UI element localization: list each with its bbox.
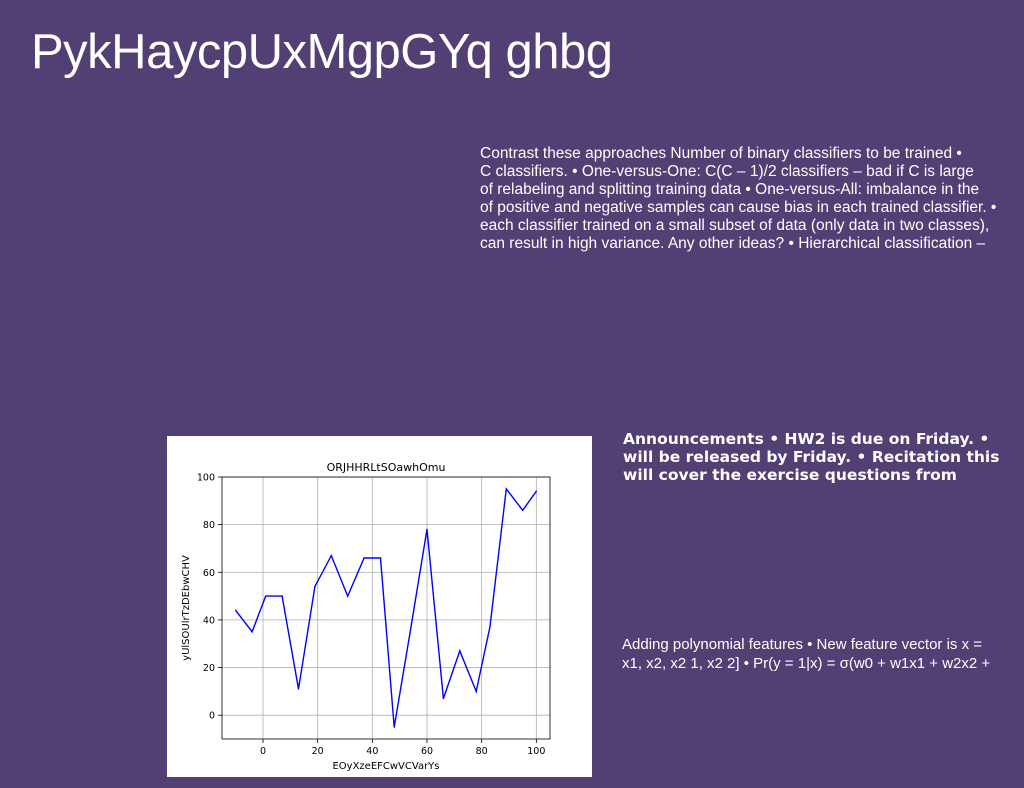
y-axis-label: yUlSOUlrTzDEbwCHV <box>181 555 192 661</box>
text-line: will be released by Friday. • Recitation… <box>623 448 1000 466</box>
data-point <box>535 490 538 492</box>
data-point <box>459 650 461 652</box>
text-line: x1, x2, x2 1, x2 2] • Pr(y = 1|x) = σ(w0… <box>622 655 991 672</box>
y-tick-label: 100 <box>197 473 215 484</box>
x-tick-label: 60 <box>421 746 433 757</box>
data-point <box>363 557 365 559</box>
data-point <box>265 595 267 597</box>
text-line: each classifier trained on a small subse… <box>480 217 990 234</box>
data-point <box>297 688 300 690</box>
text-line: of relabeling and splitting training dat… <box>480 181 980 198</box>
line-chart: 0 20 40 60 80 100 0 20 40 60 80 100 ORJHHRLtSOawhOmu… <box>181 461 551 772</box>
x-axis-label: EOyXzeEFCwVCVarYs <box>332 761 439 772</box>
text-block-polynomial: Adding polynomial features • New feature… <box>622 635 990 673</box>
x-tick-label: 100 <box>527 746 545 757</box>
data-point <box>505 488 507 490</box>
x-tick-label: 0 <box>260 746 266 757</box>
chart-panel: 0 20 40 60 80 100 0 20 40 60 80 100 ORJHHRLtSOawhOmu… <box>167 436 592 777</box>
y-tick-label: 40 <box>203 615 215 626</box>
data-point <box>442 697 445 700</box>
slide-title: PykHaycpUxMgpGYq ghbg <box>31 25 613 79</box>
data-point <box>347 595 349 597</box>
x-tick-label: 20 <box>312 746 324 757</box>
data-point <box>475 690 477 693</box>
text-line: Contrast these approaches Number of bina… <box>480 145 962 162</box>
data-point <box>521 509 524 512</box>
text-block-announcements: Announcements • HW2 is due on Friday. • … <box>623 430 999 484</box>
data-point <box>330 554 333 557</box>
data-point <box>489 626 491 628</box>
y-tick-label: 80 <box>203 520 215 531</box>
text-line: of positive and negative samples can cau… <box>480 199 997 216</box>
y-tick-label: 20 <box>203 663 215 674</box>
x-tick-label: 40 <box>366 746 378 757</box>
data-point <box>251 631 253 633</box>
x-tick-label: 80 <box>476 746 488 757</box>
data-point <box>409 628 412 631</box>
y-tick-label: 0 <box>209 711 215 722</box>
text-line: C classifiers. • One-versus-One: C(C – 1… <box>480 163 974 180</box>
plot-frame <box>221 476 551 740</box>
data-point <box>234 609 237 612</box>
data-point <box>314 585 316 588</box>
data-point <box>281 595 283 597</box>
chart-title: ORJHHRLtSOawhOmu <box>327 461 446 474</box>
data-series-line <box>235 487 537 728</box>
text-line: Announcements • HW2 is due on Friday. • <box>623 430 990 448</box>
text-block-approaches: Contrast these approaches Number of bina… <box>480 145 996 253</box>
y-tick-label: 60 <box>203 568 215 579</box>
data-point <box>393 726 395 728</box>
text-line: can result in high variance. Any other i… <box>480 235 986 252</box>
text-line: will cover the exercise questions from <box>623 466 957 484</box>
data-point <box>379 557 382 559</box>
data-point <box>426 528 428 531</box>
text-line: Adding polynomial features • New feature… <box>622 636 983 653</box>
